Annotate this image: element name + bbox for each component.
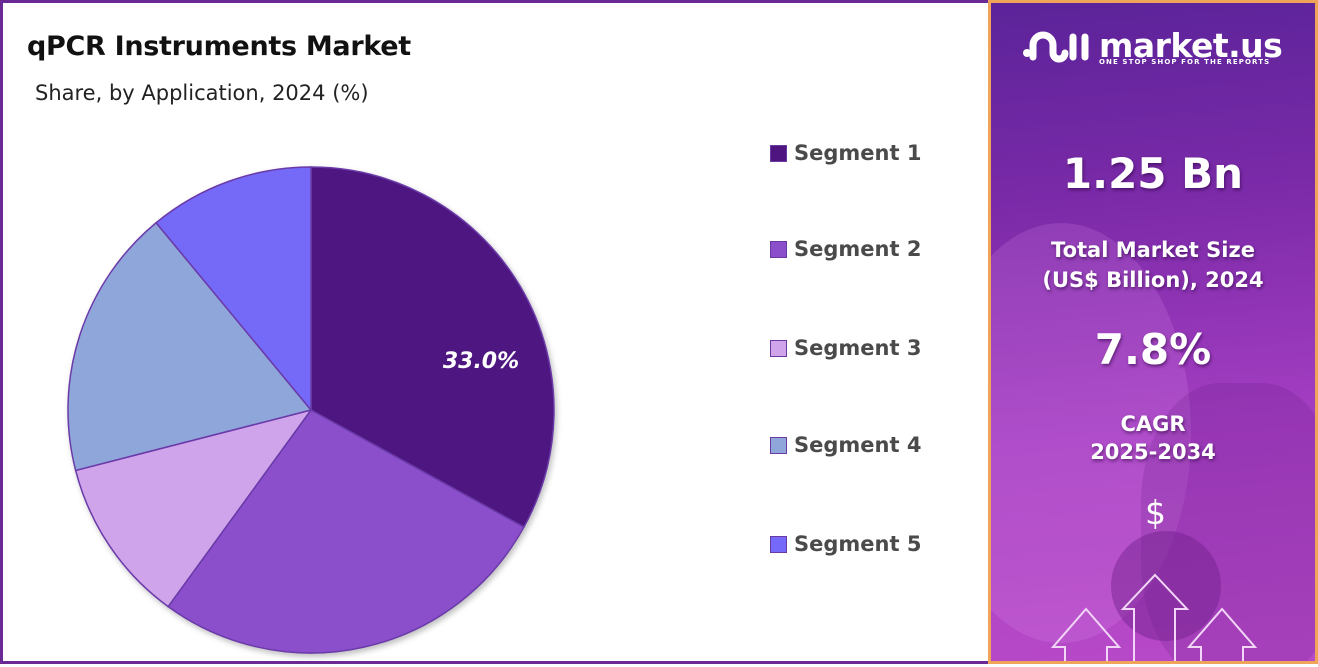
legend-label: Segment 3 bbox=[794, 336, 922, 360]
legend-item-segment-5: Segment 5 bbox=[770, 532, 921, 556]
brand-tagline: ONE STOP SHOP FOR THE REPORTS bbox=[1099, 58, 1271, 66]
market-size-value: 1.25 Bn bbox=[1062, 149, 1244, 198]
cagr-label-line1: CAGR bbox=[1120, 412, 1186, 436]
legend-swatch bbox=[770, 339, 787, 357]
pie-chart: 33.0% bbox=[63, 163, 563, 663]
legend-item-segment-3: Segment 3 bbox=[770, 336, 921, 360]
background-decoration bbox=[991, 223, 1191, 643]
pie-slice-segment-5 bbox=[155, 166, 312, 413]
pie-slice-segment-3 bbox=[74, 408, 313, 608]
market-summary-panel: market.us ONE STOP SHOP FOR THE REPORTS … bbox=[988, 0, 1318, 664]
legend-label: Segment 2 bbox=[794, 237, 922, 261]
cagr-value: 7.8% bbox=[1094, 325, 1212, 374]
growth-arrows-icon bbox=[1050, 573, 1258, 661]
legend-swatch bbox=[770, 436, 787, 454]
chart-title: qPCR Instruments Market bbox=[27, 31, 411, 62]
legend-label: Segment 5 bbox=[794, 532, 922, 556]
slice-label-segment-1: 33.0% bbox=[443, 349, 519, 374]
pie-svg: 33.0% bbox=[67, 166, 555, 654]
legend-swatch bbox=[770, 144, 787, 162]
brand-name: market.us bbox=[1099, 25, 1283, 65]
pie-slice-segment-2 bbox=[167, 409, 525, 654]
market-size-label-line1: Total Market Size bbox=[1051, 238, 1255, 262]
legend-swatch bbox=[770, 535, 787, 553]
pie-slice-segment-1 bbox=[310, 166, 555, 529]
market-size-label-line2: (US$ Billion), 2024 bbox=[1042, 268, 1264, 292]
legend-swatch bbox=[770, 240, 787, 258]
legend-label: Segment 4 bbox=[794, 433, 922, 457]
legend-label: Segment 1 bbox=[794, 141, 922, 165]
pie-slice-segment-4 bbox=[67, 221, 313, 472]
legend-item-segment-1: Segment 1 bbox=[770, 141, 921, 165]
cagr-label-line2: 2025-2034 bbox=[1090, 440, 1216, 464]
legend-item-segment-2: Segment 2 bbox=[770, 237, 921, 261]
legend-item-segment-4: Segment 4 bbox=[770, 433, 921, 457]
brand-logo: market.us ONE STOP SHOP FOR THE REPORTS bbox=[1021, 25, 1283, 66]
market-us-logo-icon bbox=[1023, 31, 1089, 63]
chart-panel: qPCR Instruments Market Share, by Applic… bbox=[0, 0, 988, 664]
chart-subtitle: Share, by Application, 2024 (%) bbox=[35, 81, 369, 105]
dollar-icon: $ bbox=[1145, 493, 1166, 532]
